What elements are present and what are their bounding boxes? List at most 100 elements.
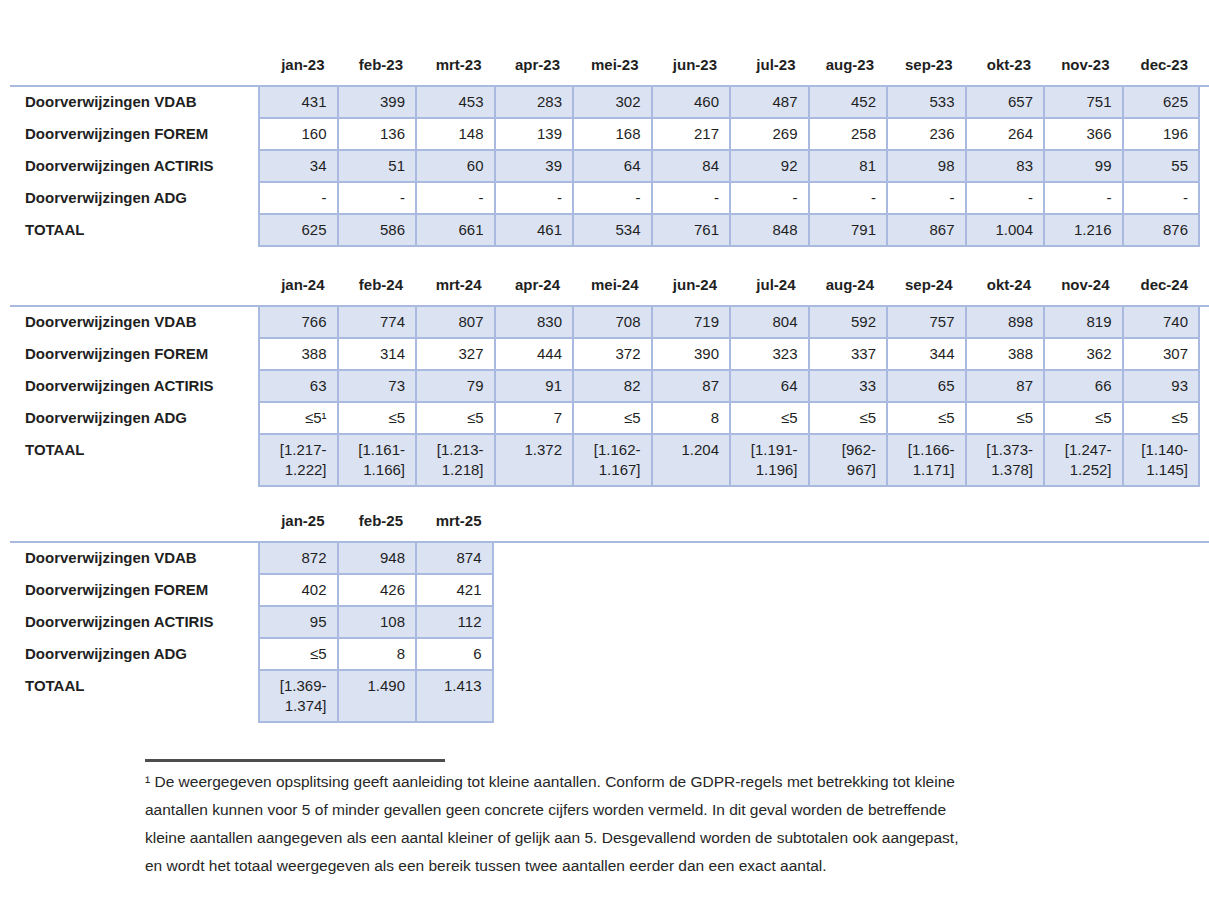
table-cell: 99 bbox=[1043, 151, 1122, 183]
table-cell: 307 bbox=[1122, 339, 1201, 371]
table-cell: 87 bbox=[965, 371, 1044, 403]
table-cell: 64 bbox=[572, 151, 651, 183]
table-cell: [1.191- 1.196] bbox=[729, 435, 808, 487]
table-cell: 586 bbox=[337, 215, 416, 247]
table-cell: 39 bbox=[494, 151, 573, 183]
table-grid: Doorverwijzingen VDAB7667748078307087198… bbox=[10, 305, 1209, 487]
table-cell: 112 bbox=[415, 607, 494, 639]
table-cell: 657 bbox=[965, 87, 1044, 119]
table-cell: 791 bbox=[808, 215, 887, 247]
table-cell: 751 bbox=[1043, 87, 1122, 119]
table-cell: 148 bbox=[415, 119, 494, 151]
table-cell: ≤5 bbox=[965, 403, 1044, 435]
table-cell: 136 bbox=[337, 119, 416, 151]
footnote-line: kleine aantallen aangegeven als een aant… bbox=[145, 824, 1060, 852]
table-cell: ≤5 bbox=[258, 639, 337, 671]
table-cell: 264 bbox=[965, 119, 1044, 151]
table-cell: 388 bbox=[258, 339, 337, 371]
table-cell: 898 bbox=[965, 307, 1044, 339]
row-label: Doorverwijzingen ACTIRIS bbox=[10, 151, 258, 183]
table-cell: 92 bbox=[729, 151, 808, 183]
table-cell: 757 bbox=[886, 307, 965, 339]
table-cell: 819 bbox=[1043, 307, 1122, 339]
row-label: TOTAAL bbox=[10, 435, 258, 487]
column-header: jan-24 bbox=[258, 275, 337, 295]
column-header: mrt-24 bbox=[415, 275, 494, 295]
table-cell: 6 bbox=[415, 639, 494, 671]
table-cell: 344 bbox=[886, 339, 965, 371]
table-cell: 444 bbox=[494, 339, 573, 371]
row-label: Doorverwijzingen ACTIRIS bbox=[10, 607, 258, 639]
table-cell: 302 bbox=[572, 87, 651, 119]
table-cell: 421 bbox=[415, 575, 494, 607]
table-section-2024: jan-24feb-24mrt-24apr-24mei-24jun-24jul-… bbox=[10, 275, 1209, 487]
table-cell: - bbox=[886, 183, 965, 215]
month-header-row: jan-25feb-25mrt-25 bbox=[10, 511, 1209, 531]
table-cell: 7 bbox=[494, 403, 573, 435]
table-cell: [1.373- 1.378] bbox=[965, 435, 1044, 487]
table-section-2025: jan-25feb-25mrt-25 Doorverwijzingen VDAB… bbox=[10, 511, 1209, 723]
table-cell: - bbox=[651, 183, 730, 215]
table-cell: 79 bbox=[415, 371, 494, 403]
table-cell: 452 bbox=[808, 87, 887, 119]
table-cell: 390 bbox=[651, 339, 730, 371]
table-cell: 625 bbox=[1122, 87, 1201, 119]
column-header: aug-23 bbox=[808, 55, 887, 75]
table-cell: 1.216 bbox=[1043, 215, 1122, 247]
table-cell: 872 bbox=[258, 543, 337, 575]
table-cell: [1.166- 1.171] bbox=[886, 435, 965, 487]
table-cell: 453 bbox=[415, 87, 494, 119]
row-label: Doorverwijzingen VDAB bbox=[10, 87, 258, 119]
table-cell: 366 bbox=[1043, 119, 1122, 151]
table-cell: ≤5 bbox=[808, 403, 887, 435]
column-header: jun-24 bbox=[651, 275, 730, 295]
row-label: Doorverwijzingen FOREM bbox=[10, 339, 258, 371]
table-cell: ≤5 bbox=[729, 403, 808, 435]
column-header: dec-23 bbox=[1122, 55, 1201, 75]
row-label: Doorverwijzingen ADG bbox=[10, 403, 258, 435]
table-cell: 533 bbox=[886, 87, 965, 119]
table-cell: - bbox=[965, 183, 1044, 215]
table-cell: - bbox=[1043, 183, 1122, 215]
column-header: jul-23 bbox=[729, 55, 808, 75]
row-label: Doorverwijzingen FOREM bbox=[10, 119, 258, 151]
footnote-line: ¹ De weergegeven opsplitsing geeft aanle… bbox=[145, 768, 1060, 796]
table-cell: 236 bbox=[886, 119, 965, 151]
table-cell: 8 bbox=[651, 403, 730, 435]
row-label: TOTAAL bbox=[10, 215, 258, 247]
table-cell: 337 bbox=[808, 339, 887, 371]
table-cell: 761 bbox=[651, 215, 730, 247]
table-cell: 740 bbox=[1122, 307, 1201, 339]
column-header: feb-25 bbox=[337, 511, 416, 531]
table-cell: 55 bbox=[1122, 151, 1201, 183]
table-cell: 73 bbox=[337, 371, 416, 403]
table-cell: 1.413 bbox=[415, 671, 494, 723]
column-header: mrt-23 bbox=[415, 55, 494, 75]
table-cell: 91 bbox=[494, 371, 573, 403]
table-cell: ≤5 bbox=[415, 403, 494, 435]
column-header: jan-23 bbox=[258, 55, 337, 75]
table-cell: 1.372 bbox=[494, 435, 573, 487]
table-cell: 196 bbox=[1122, 119, 1201, 151]
table-cell: 81 bbox=[808, 151, 887, 183]
table-cell: - bbox=[337, 183, 416, 215]
table-cell: ≤5 bbox=[886, 403, 965, 435]
table-grid: Doorverwijzingen VDAB872948874Doorverwij… bbox=[10, 541, 1209, 723]
table-cell: 948 bbox=[337, 543, 416, 575]
table-cell: 1.490 bbox=[337, 671, 416, 723]
document-page: jan-23feb-23mrt-23apr-23mei-23jun-23jul-… bbox=[0, 0, 1209, 904]
column-header: sep-24 bbox=[886, 275, 965, 295]
column-header: dec-24 bbox=[1122, 275, 1201, 295]
row-label: Doorverwijzingen ACTIRIS bbox=[10, 371, 258, 403]
table-cell: 168 bbox=[572, 119, 651, 151]
row-label: Doorverwijzingen ADG bbox=[10, 183, 258, 215]
table-cell: 87 bbox=[651, 371, 730, 403]
table-cell: - bbox=[494, 183, 573, 215]
table-cell: [1.213- 1.218] bbox=[415, 435, 494, 487]
table-cell: 534 bbox=[572, 215, 651, 247]
column-header: sep-23 bbox=[886, 55, 965, 75]
footnote-line: en wordt het totaal weergegeven als een … bbox=[145, 852, 1060, 880]
table-cell: 83 bbox=[965, 151, 1044, 183]
table-cell: 98 bbox=[886, 151, 965, 183]
table-cell: 774 bbox=[337, 307, 416, 339]
